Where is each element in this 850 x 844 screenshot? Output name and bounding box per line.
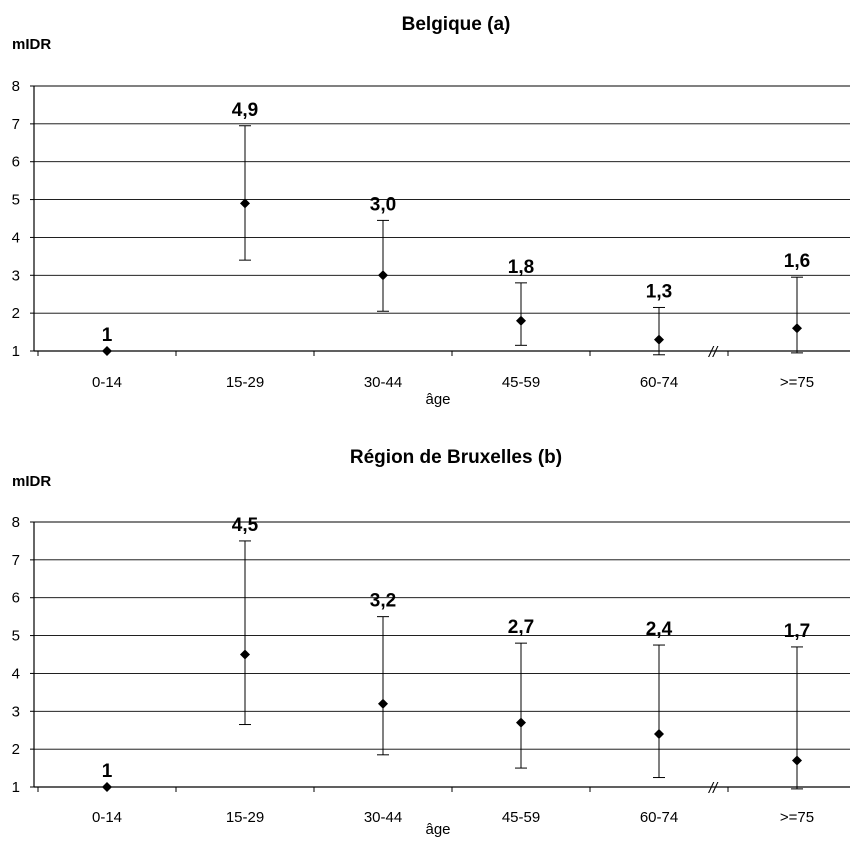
x-axis-label: âge [425,391,450,408]
y-tick-label: 1 [12,779,20,796]
y-tick-label: 3 [12,267,20,284]
data-point [378,698,388,709]
data-label: 1,7 [784,621,810,642]
data-label: 3,2 [370,591,396,612]
y-axis-label: mIDR [12,473,51,490]
data-label: 1,3 [646,281,672,302]
y-tick-label: 2 [12,741,20,758]
x-tick-label: >=75 [780,809,814,826]
x-tick-label: >=75 [780,374,814,391]
x-tick-label: 15-29 [226,374,264,391]
error-bar [377,616,389,756]
data-label: 3,0 [370,194,396,215]
data-point [240,649,250,660]
error-bar [653,306,665,356]
error-bar [239,540,251,726]
y-tick-label: 4 [12,229,20,246]
x-tick-label: 30-44 [364,374,402,391]
axis-break-marker: // [708,780,719,797]
y-axis-label: mIDR [12,36,51,53]
x-tick-label: 45-59 [502,809,540,826]
error-bar [377,219,389,312]
data-label: 1,8 [508,257,534,278]
y-tick-label: 7 [12,116,20,133]
data-point [516,315,526,326]
chart-title: Région de Bruxelles (b) [350,447,562,468]
data-point [516,717,526,728]
x-tick-label: 60-74 [640,374,678,391]
data-label: 1 [102,325,113,346]
data-label: 1 [102,761,113,782]
x-tick-label: 45-59 [502,374,540,391]
data-label: 1,6 [784,251,810,272]
x-axis-label: âge [425,821,450,838]
axis-break-marker: // [708,344,719,361]
y-tick-label: 8 [12,78,20,95]
y-tick-label: 5 [12,192,20,209]
data-point [654,334,664,345]
y-tick-label: 7 [12,552,20,569]
data-label: 4,5 [232,515,259,536]
data-point [102,346,112,356]
error-bar [653,644,665,779]
data-point [792,323,802,334]
error-bar [791,646,803,790]
y-tick-label: 5 [12,628,20,645]
x-tick-label: 15-29 [226,809,264,826]
x-tick-label: 60-74 [640,809,678,826]
error-bar [515,282,527,346]
data-point [378,270,388,281]
x-tick-label: 0-14 [92,374,122,391]
error-bar [515,642,527,769]
data-label: 4,9 [232,100,258,121]
data-point [240,198,250,209]
chart-panel-0: Belgique (a) mIDR 1 2 3 4 5 6 7 8 // 0-14 15-29 30-44… [12,14,850,408]
data-point [654,729,664,739]
data-label: 2,7 [508,617,534,638]
y-tick-label: 2 [12,305,20,322]
y-tick-label: 6 [12,154,20,171]
data-point [792,755,802,766]
data-point [102,782,112,792]
error-bar [791,276,803,354]
y-tick-label: 4 [12,665,20,682]
y-tick-label: 6 [12,590,20,607]
x-tick-label: 30-44 [364,809,402,826]
error-bar [239,125,251,261]
x-tick-label: 0-14 [92,809,122,826]
y-tick-label: 3 [12,703,20,720]
y-tick-label: 8 [12,514,20,531]
chart-title: Belgique (a) [402,14,511,35]
data-label: 2,4 [646,619,673,640]
y-tick-label: 1 [12,343,20,360]
chart-panel-1: Région de Bruxelles (b) mIDR 1 2 3 4 5 6 7 8 // 0-1… [12,447,850,838]
